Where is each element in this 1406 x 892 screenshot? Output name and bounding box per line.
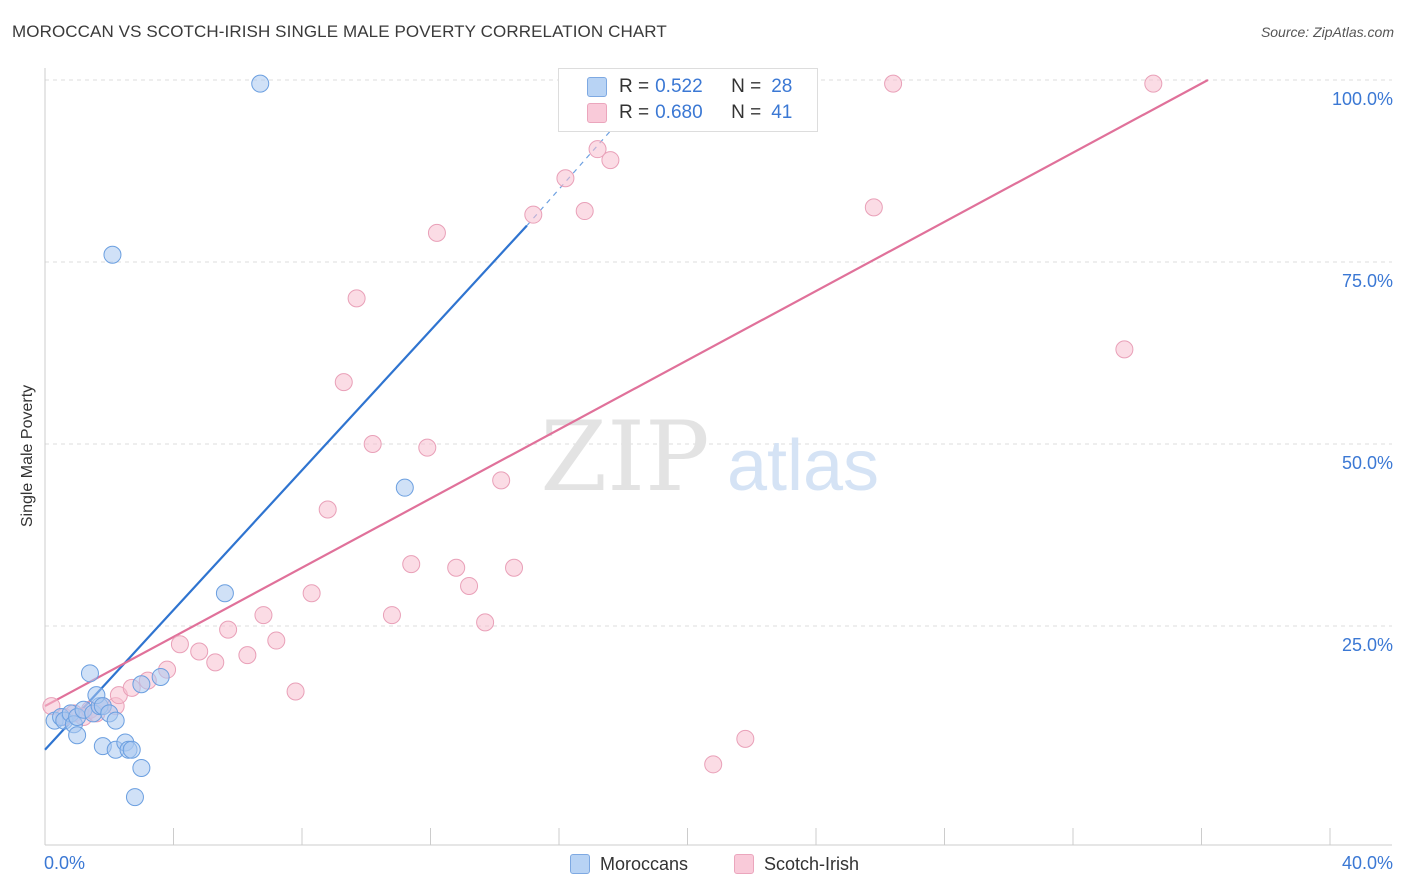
n-value: 41 xyxy=(771,102,793,123)
scotch-irish-point xyxy=(334,373,353,392)
r-label: R = xyxy=(619,76,650,97)
scotch-irish-point xyxy=(254,606,273,625)
chart-title: MOROCCAN VS SCOTCH-IRISH SINGLE MALE POV… xyxy=(12,22,667,41)
x-tick-label-min: 0.0% xyxy=(44,853,85,873)
moroccans-legend-label: Moroccans xyxy=(600,853,689,874)
n-label: N = xyxy=(731,76,762,97)
moroccans-point xyxy=(125,788,144,807)
scotch-irish-point xyxy=(382,606,401,625)
scotch-irish-legend-swatch xyxy=(734,854,754,874)
watermark-zip: ZIP xyxy=(540,401,709,513)
moroccans-point xyxy=(151,667,170,686)
legend-row-moroccans: R = 0.522 N = 28 xyxy=(587,75,792,99)
scotch-irish-point xyxy=(318,500,337,519)
axes xyxy=(44,68,1392,846)
scotch-irish-point xyxy=(704,755,723,774)
data-points xyxy=(42,74,1163,807)
scotch-irish-trend-line xyxy=(44,79,1209,708)
y-tick-label: 25.0% xyxy=(1342,635,1393,655)
r-label: R = xyxy=(619,102,650,123)
scotch-irish-point xyxy=(418,438,437,457)
scotch-irish-point xyxy=(302,584,321,603)
scotch-irish-point xyxy=(492,471,511,490)
y-tick-label: 100.0% xyxy=(1332,89,1393,109)
moroccans-legend-swatch xyxy=(570,854,590,874)
scotch-irish-swatch xyxy=(587,103,607,123)
moroccans-point xyxy=(395,478,414,497)
scotch-irish-point xyxy=(588,140,607,159)
moroccans-point xyxy=(106,711,125,730)
scotch-irish-point xyxy=(363,435,382,453)
scotch-irish-point xyxy=(219,620,238,639)
scotch-irish-point xyxy=(447,558,466,577)
scotch-irish-point xyxy=(460,576,479,595)
scotch-irish-point xyxy=(736,729,755,748)
scotch-irish-point xyxy=(1115,340,1134,359)
scotch-irish-point xyxy=(170,635,189,654)
moroccans-point xyxy=(132,675,151,694)
scotch-irish-point xyxy=(1144,74,1163,93)
r-value: 0.680 xyxy=(655,102,703,123)
scotch-irish-point xyxy=(402,555,421,574)
moroccans-trend-line xyxy=(44,224,528,751)
n-value: 28 xyxy=(771,76,793,97)
scotch-irish-point xyxy=(601,151,620,170)
scotch-irish-point xyxy=(575,202,594,221)
x-tick-label-max: 40.0% xyxy=(1342,853,1393,873)
moroccans-point xyxy=(80,664,99,683)
gridlines xyxy=(45,79,1392,627)
watermark: ZIP atlas xyxy=(540,401,879,513)
scotch-irish-point xyxy=(556,169,575,188)
watermark-atlas: atlas xyxy=(727,426,879,506)
scotch-irish-point xyxy=(267,631,286,650)
n-label: N = xyxy=(731,102,762,123)
legend-row-scotch-irish: R = 0.680 N = 41 xyxy=(587,101,792,125)
scotch-irish-point xyxy=(864,198,883,217)
legend-item-scotch-irish[interactable]: Scotch-Irish xyxy=(734,852,859,876)
legend-item-moroccans[interactable]: Moroccans xyxy=(570,852,688,876)
moroccans-swatch xyxy=(587,77,607,97)
r-value: 0.522 xyxy=(655,76,703,97)
scotch-irish-legend-label: Scotch-Irish xyxy=(764,853,860,874)
scotch-irish-point xyxy=(286,682,305,701)
scotch-irish-point xyxy=(347,289,366,308)
scotch-irish-point xyxy=(238,646,257,665)
moroccans-point xyxy=(122,740,141,759)
scotch-irish-point xyxy=(476,613,495,632)
y-tick-label: 50.0% xyxy=(1342,453,1393,473)
y-tick-label: 75.0% xyxy=(1342,271,1393,291)
moroccans-point xyxy=(251,74,270,93)
source-credit: Source: ZipAtlas.com xyxy=(1260,24,1394,40)
moroccans-point xyxy=(215,584,234,603)
tick-labels: 25.0% 50.0% 75.0% 100.0% 0.0% 40.0% xyxy=(44,89,1393,873)
stats-legend: R = 0.522 N = 28 R = 0.680 N = 41 xyxy=(558,68,818,132)
scotch-irish-point xyxy=(206,653,225,672)
moroccans-point xyxy=(103,245,122,264)
scotch-irish-point xyxy=(524,205,543,224)
moroccans-point xyxy=(68,726,87,745)
scotch-irish-point xyxy=(884,74,903,93)
moroccans-point xyxy=(132,758,151,777)
scotch-irish-point xyxy=(505,558,524,577)
scotch-irish-point xyxy=(190,642,209,661)
scotch-irish-point xyxy=(427,223,446,242)
